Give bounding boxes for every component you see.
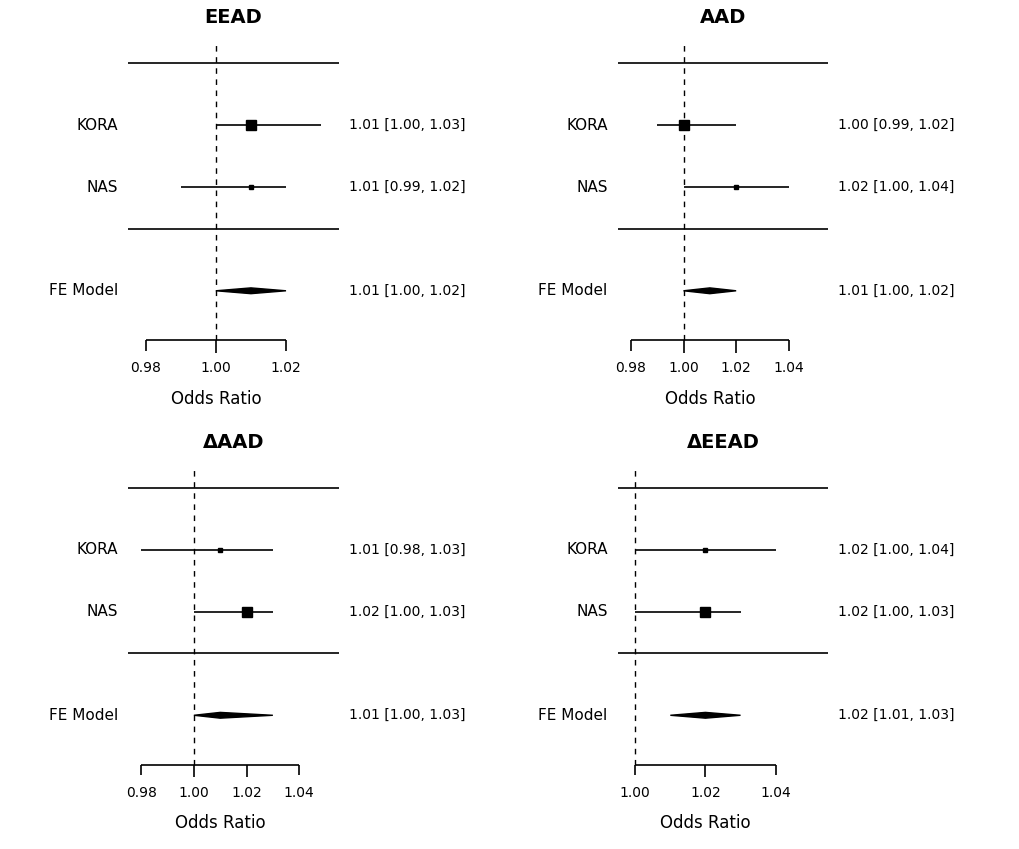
Text: 1.02: 1.02	[690, 785, 720, 800]
Text: 0.98: 0.98	[614, 361, 646, 375]
Text: EEAD: EEAD	[204, 8, 262, 27]
Text: 1.02: 1.02	[270, 361, 301, 375]
Text: KORA: KORA	[76, 543, 118, 557]
Text: 1.02 [1.00, 1.04]: 1.02 [1.00, 1.04]	[838, 180, 954, 194]
Text: FE Model: FE Model	[538, 284, 607, 298]
Text: 0.98: 0.98	[130, 361, 161, 375]
Text: 1.04: 1.04	[283, 785, 314, 800]
Text: 1.00: 1.00	[620, 785, 650, 800]
Text: NAS: NAS	[87, 604, 118, 619]
Text: 1.00 [0.99, 1.02]: 1.00 [0.99, 1.02]	[838, 118, 954, 132]
Text: 1.00: 1.00	[667, 361, 698, 375]
Text: Odds Ratio: Odds Ratio	[174, 814, 265, 832]
Text: 1.01 [0.99, 1.02]: 1.01 [0.99, 1.02]	[348, 180, 465, 194]
Text: KORA: KORA	[566, 543, 607, 557]
Text: FE Model: FE Model	[538, 708, 607, 722]
Text: 1.02: 1.02	[231, 785, 262, 800]
Text: 1.00: 1.00	[201, 361, 231, 375]
Text: 1.01 [0.98, 1.03]: 1.01 [0.98, 1.03]	[348, 543, 465, 557]
Text: 1.01 [1.00, 1.02]: 1.01 [1.00, 1.02]	[348, 284, 465, 298]
Text: AAD: AAD	[699, 8, 746, 27]
Text: 1.02 [1.01, 1.03]: 1.02 [1.01, 1.03]	[838, 708, 954, 722]
Text: Odds Ratio: Odds Ratio	[659, 814, 750, 832]
Text: 1.02: 1.02	[720, 361, 751, 375]
Text: 1.00: 1.00	[178, 785, 209, 800]
Text: 1.04: 1.04	[759, 785, 790, 800]
Text: 1.01 [1.00, 1.02]: 1.01 [1.00, 1.02]	[838, 284, 954, 298]
Text: ΔAAD: ΔAAD	[203, 433, 264, 452]
Text: 1.01 [1.00, 1.03]: 1.01 [1.00, 1.03]	[348, 708, 465, 722]
Text: KORA: KORA	[76, 118, 118, 132]
Text: FE Model: FE Model	[49, 284, 118, 298]
Text: NAS: NAS	[87, 180, 118, 194]
Text: 1.04: 1.04	[772, 361, 803, 375]
Text: NAS: NAS	[576, 180, 607, 194]
Text: 1.02 [1.00, 1.03]: 1.02 [1.00, 1.03]	[838, 604, 954, 619]
Text: ΔEEAD: ΔEEAD	[686, 433, 759, 452]
Text: 0.98: 0.98	[125, 785, 157, 800]
Polygon shape	[683, 288, 736, 294]
Text: 1.01 [1.00, 1.03]: 1.01 [1.00, 1.03]	[348, 118, 465, 132]
Text: Odds Ratio: Odds Ratio	[170, 390, 261, 408]
Text: Odds Ratio: Odds Ratio	[663, 390, 754, 408]
Text: KORA: KORA	[566, 118, 607, 132]
Text: FE Model: FE Model	[49, 708, 118, 722]
Text: 1.02 [1.00, 1.04]: 1.02 [1.00, 1.04]	[838, 543, 954, 557]
Polygon shape	[216, 288, 285, 294]
Text: NAS: NAS	[576, 604, 607, 619]
Text: 1.02 [1.00, 1.03]: 1.02 [1.00, 1.03]	[348, 604, 465, 619]
Polygon shape	[669, 712, 740, 718]
Polygon shape	[194, 712, 273, 718]
